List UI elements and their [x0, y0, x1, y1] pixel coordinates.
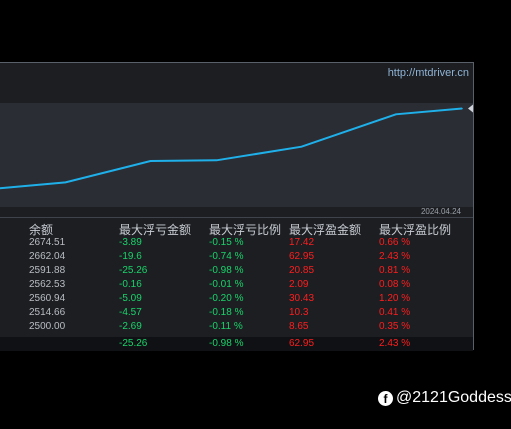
profit-amount-cell: 8.65: [289, 321, 309, 332]
loss-ratio-cell: -0.74 %: [209, 251, 244, 262]
total-profit-ratio-cell: 2.43 %: [379, 338, 411, 349]
profit-ratio-cell: 0.66 %: [379, 237, 411, 248]
loss-ratio-cell: -0.15 %: [209, 237, 244, 248]
table-total-row: -25.26 -0.98 % 62.95 2.43 %: [0, 337, 473, 351]
balance-cell: 2591.88: [29, 265, 66, 276]
header-max-float-profit-ratio: 最大浮盈比例: [379, 223, 452, 237]
loss-ratio-cell: -0.11 %: [209, 321, 243, 332]
loss-ratio-cell: -0.18 %: [209, 307, 244, 318]
balance-cell: 2674.51: [29, 237, 66, 248]
profit-ratio-cell: 0.35 %: [379, 321, 411, 332]
profit-amount-cell: 20.85: [289, 265, 315, 276]
total-loss-amount-cell: -25.26: [119, 338, 148, 349]
balance-cell: 2560.94: [29, 293, 66, 304]
profit-amount-cell: 10.3: [289, 307, 309, 318]
loss-amount-cell: -19.6: [119, 251, 142, 262]
current-value-marker: [468, 104, 473, 113]
equity-point: [64, 181, 67, 184]
loss-ratio-cell: -0.01 %: [209, 279, 244, 290]
balance-cell: 2662.04: [29, 251, 66, 262]
equity-point: [395, 113, 397, 116]
table-row: 2562.53 -0.16 -0.01 % 2.09 0.08 %: [0, 279, 473, 293]
loss-amount-cell: -3.89: [119, 237, 142, 248]
equity-point: [300, 145, 303, 148]
profit-ratio-cell: 0.41 %: [379, 307, 411, 318]
profit-amount-cell: 62.95: [289, 251, 315, 262]
profit-amount-cell: 30.43: [289, 293, 315, 304]
table-row: 2560.94 -5.09 -0.20 % 30.43 1.20 %: [0, 293, 473, 307]
header-max-float-loss-amount: 最大浮亏金额: [119, 223, 192, 237]
divider: [0, 217, 473, 218]
header-max-float-loss-ratio: 最大浮亏比例: [209, 223, 282, 237]
total-profit-amount-cell: 62.95: [289, 338, 315, 349]
profit-amount-cell: 2.09: [289, 279, 309, 290]
equity-point: [461, 107, 463, 110]
loss-amount-cell: -25.26: [119, 265, 148, 276]
equity-point: [149, 160, 152, 162]
balance-cell: 2514.66: [29, 307, 66, 318]
equity-point: [215, 159, 218, 162]
table-row: 2674.51 -3.89 -0.15 % 17.42 0.66 %: [0, 237, 473, 251]
table-row: 2662.04 -19.6 -0.74 % 62.95 2.43 %: [0, 251, 473, 265]
site-url[interactable]: http://mtdriver.cn: [387, 67, 469, 79]
header-max-float-profit-amount: 最大浮盈金额: [289, 223, 362, 237]
total-loss-ratio-cell: -0.98 %: [209, 338, 244, 349]
profit-ratio-cell: 0.08 %: [379, 279, 411, 290]
profit-amount-cell: 17.42: [289, 237, 315, 248]
profit-ratio-cell: 2.43 %: [379, 251, 411, 262]
table-row: 2514.66 -4.57 -0.18 % 10.3 0.41 %: [0, 307, 473, 321]
equity-line: [0, 107, 463, 190]
balance-cell: 2500.00: [29, 321, 66, 332]
profit-ratio-cell: 0.81 %: [379, 265, 411, 276]
watermark-text: @2121Goddess: [396, 389, 511, 406]
watermark: f @2121Goddess: [378, 389, 511, 407]
facebook-icon: f: [378, 390, 393, 406]
header-balance: 余额: [29, 223, 54, 237]
chart-date-label: 2024.04.24: [420, 207, 461, 216]
loss-amount-cell: -5.09: [119, 293, 142, 304]
balance-cell: 2562.53: [29, 279, 66, 290]
table-row: 2500.00 -2.69 -0.11 % 8.65 0.35 %: [0, 321, 473, 335]
equity-chart: [0, 103, 473, 207]
profit-ratio-cell: 1.20 %: [379, 293, 411, 304]
table-row: 2591.88 -25.26 -0.98 % 20.85 0.81 %: [0, 265, 473, 279]
stats-table: 余额 最大浮亏金额 最大浮亏比例 最大浮盈金额 最大浮盈比例 2674.51 -…: [0, 219, 473, 351]
loss-ratio-cell: -0.20 %: [209, 293, 244, 304]
loss-amount-cell: -0.16: [119, 279, 142, 290]
loss-ratio-cell: -0.98 %: [209, 265, 244, 276]
equity-chart-svg: [0, 104, 473, 190]
loss-amount-cell: -4.57: [119, 307, 142, 318]
account-stats-panel: http://mtdriver.cn 2024.04.24 余额 最大浮亏金额 …: [0, 62, 474, 351]
table-header: 余额 最大浮亏金额 最大浮亏比例 最大浮盈金额 最大浮盈比例: [0, 219, 473, 237]
loss-amount-cell: -2.69: [119, 321, 142, 332]
